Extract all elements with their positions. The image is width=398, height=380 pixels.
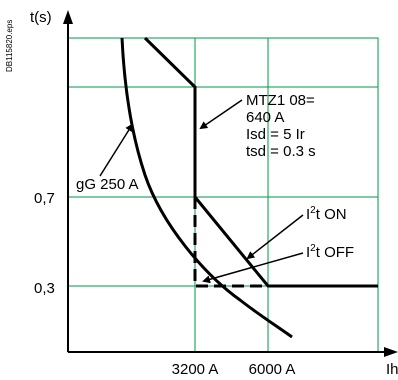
annotation-arrow-mtz <box>199 99 243 130</box>
annotation-mtz-current: 640 A <box>246 109 284 126</box>
series-line-gg-250a <box>120 37 293 339</box>
annotation-gg-250a: gG 250 A <box>76 176 139 193</box>
i2t-off-sup: 2 <box>310 243 316 254</box>
i2t-off-rest: t OFF <box>316 244 354 261</box>
y-axis-label: t(s) <box>30 9 52 26</box>
annotation-mtz-tsd: tsd = 0.3 s <box>246 143 316 160</box>
annotation-mtz-model: MTZ1 08= <box>246 92 315 109</box>
grid-frame <box>67 37 379 353</box>
x-tick-label-6000: 6000 A <box>249 361 296 378</box>
y-tick-label-0-7: 0,7 <box>34 190 55 207</box>
annotation-arrow-i2t-on <box>246 214 304 260</box>
grid <box>67 37 379 353</box>
series-line-mtz1-08 <box>143 36 197 197</box>
annotation-arrow-gg <box>99 123 134 177</box>
series-line-i2t-on <box>193 196 378 288</box>
annotation-mtz-isd: Isd = 5 Ir <box>246 126 305 143</box>
i2t-on-base: I <box>306 206 310 223</box>
x-axis-label: Ih <box>386 361 398 378</box>
x-axis-arrow-icon <box>384 347 398 357</box>
annotation-i2t-on: I2t ON <box>306 205 347 223</box>
axes <box>67 18 390 353</box>
reference-code: DB115820.eps <box>5 20 14 72</box>
annotation-i2t-off: I2t OFF <box>306 243 354 261</box>
series-line-i2t-off <box>193 197 268 288</box>
i2t-on-sup: 2 <box>310 205 316 216</box>
x-tick-label-3200: 3200 A <box>172 361 219 378</box>
annotation-arrow-i2t-off <box>202 252 304 284</box>
y-tick-label-0-3: 0,3 <box>34 280 55 297</box>
i2t-on-rest: t ON <box>316 206 347 223</box>
i2t-off-base: I <box>306 244 310 261</box>
y-axis-arrow-icon <box>63 10 73 24</box>
